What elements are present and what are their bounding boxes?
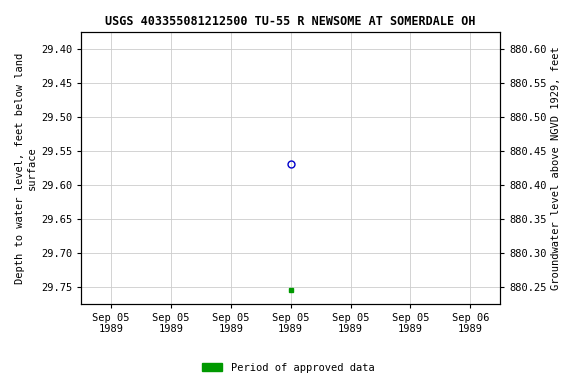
Y-axis label: Depth to water level, feet below land
surface: Depth to water level, feet below land su… <box>15 52 37 283</box>
Y-axis label: Groundwater level above NGVD 1929, feet: Groundwater level above NGVD 1929, feet <box>551 46 561 290</box>
Title: USGS 403355081212500 TU-55 R NEWSOME AT SOMERDALE OH: USGS 403355081212500 TU-55 R NEWSOME AT … <box>105 15 476 28</box>
Legend: Period of approved data: Period of approved data <box>198 359 378 377</box>
